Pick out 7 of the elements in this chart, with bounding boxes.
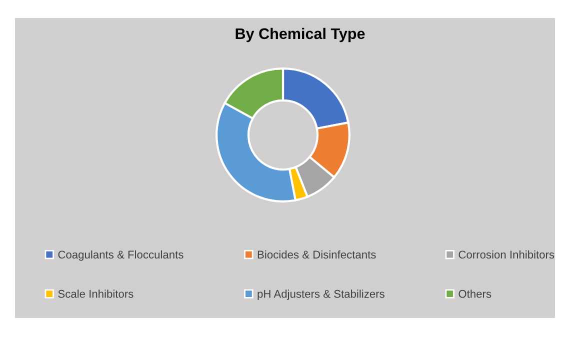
legend-label: pH Adjusters & Stabilizers: [258, 290, 384, 300]
chart-title: By Chemical Type: [236, 28, 365, 42]
legend-label: Biocides & Disinfectants: [258, 250, 376, 259]
legend-label: Coagulants & Flocculants: [58, 250, 184, 261]
legend-label: Corrosion Inhibitors: [458, 250, 554, 259]
legend-label: Others: [458, 290, 492, 298]
legend-label: Scale Inhibitors: [58, 290, 134, 298]
